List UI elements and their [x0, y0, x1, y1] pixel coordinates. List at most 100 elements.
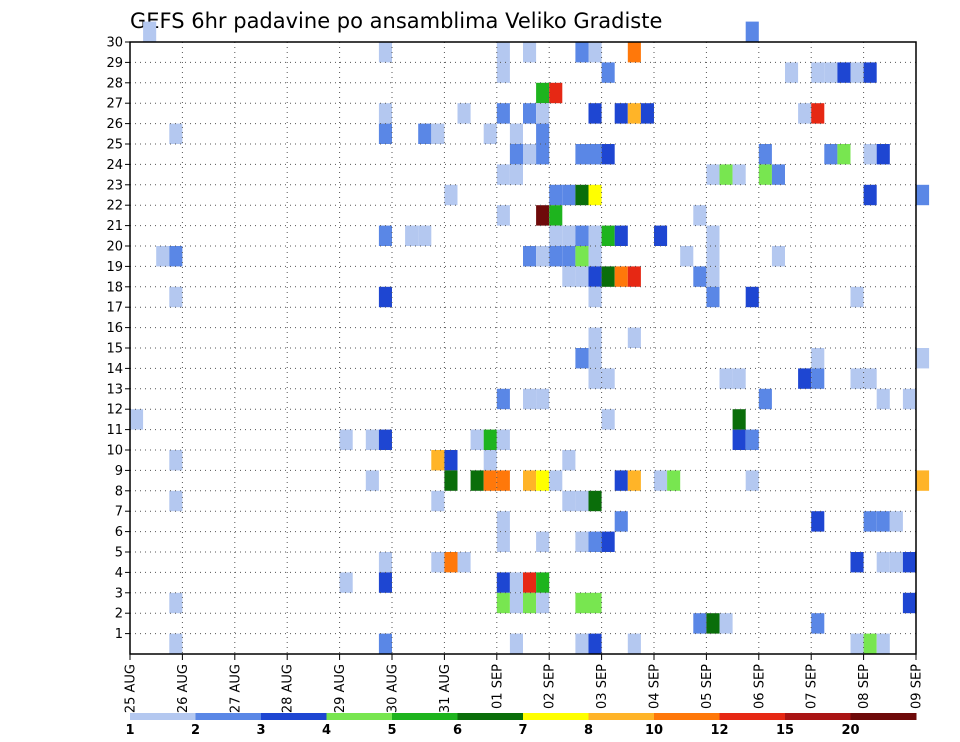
heatmap-cell [523, 592, 537, 614]
heatmap-cell [706, 246, 720, 267]
heatmap-cell [575, 225, 589, 246]
heatmap-cell [706, 225, 720, 246]
heatmap-cell [588, 327, 602, 348]
heatmap-cell [588, 184, 602, 206]
heatmap-cell [811, 62, 825, 83]
heatmap-cell [536, 246, 550, 267]
heatmap-cell [863, 368, 877, 389]
heatmap-cell [378, 123, 392, 144]
heatmap-cell [562, 246, 576, 267]
heatmap-cell [169, 490, 183, 512]
x-tick-label: 03 SEP [595, 664, 610, 709]
heatmap-cell [575, 531, 589, 552]
heatmap-cell [693, 266, 707, 287]
heatmap-cell [876, 388, 890, 410]
heatmap-cell [575, 592, 589, 614]
heatmap-cell [876, 511, 890, 532]
heatmap-cell [811, 613, 825, 634]
heatmap-cell [902, 552, 916, 573]
heatmap-cell [614, 511, 628, 532]
y-tick-label: 7 [115, 505, 123, 520]
heatmap-cell [601, 531, 615, 552]
x-tick-label: 27 AUG [228, 664, 243, 713]
heatmap-cell [811, 103, 825, 124]
heatmap-cell [588, 42, 602, 63]
heatmap-cell [562, 225, 576, 246]
heatmap-cell [536, 103, 550, 124]
heatmap-cell [758, 388, 772, 410]
heatmap-cell [457, 552, 471, 573]
heatmap-cell [444, 552, 458, 573]
heatmap-cell [496, 164, 510, 185]
y-tick-label: 21 [106, 219, 123, 234]
heatmap-cell [916, 348, 930, 369]
heatmap-cell [837, 144, 851, 165]
heatmap-cell [627, 470, 641, 491]
colorbar-label: 2 [191, 723, 200, 738]
heatmap-cell [509, 633, 523, 654]
colorbar-swatch [654, 713, 720, 720]
y-tick-label: 11 [106, 423, 123, 438]
heatmap-cell [509, 164, 523, 185]
heatmap-cell [916, 184, 930, 206]
heatmap-cell [706, 164, 720, 185]
colorbar-label: 4 [322, 723, 331, 738]
heatmap-cell [496, 388, 510, 410]
heatmap-cell [536, 205, 550, 226]
heatmap-cell [169, 450, 183, 471]
x-tick-label: 26 AUG [176, 664, 191, 713]
heatmap-cell [876, 552, 890, 573]
heatmap-cell [575, 633, 589, 654]
heatmap-cell [824, 144, 838, 165]
heatmap-cell [156, 246, 170, 267]
x-tick-label: 31 AUG [438, 664, 453, 713]
heatmap-cell [378, 286, 392, 308]
heatmap-cell [654, 225, 668, 246]
heatmap-cell [378, 225, 392, 246]
heatmap-cell [902, 388, 916, 410]
heatmap-cell [523, 246, 537, 267]
heatmap-cell [837, 62, 851, 83]
colorbar-swatch [523, 713, 589, 720]
heatmap-cell [365, 429, 379, 450]
heatmap-cell [431, 552, 445, 573]
heatmap-cell [523, 470, 537, 491]
y-tick-label: 3 [115, 586, 123, 601]
x-tick-label: 25 AUG [124, 664, 139, 713]
y-tick-label: 30 [106, 36, 123, 51]
heatmap-cell [496, 531, 510, 552]
heatmap-cell [745, 470, 759, 491]
heatmap-cell [496, 511, 510, 532]
heatmap-cell [562, 490, 576, 512]
heatmap-cell [824, 62, 838, 83]
heatmap-cell [523, 572, 537, 593]
heatmap-cell [863, 511, 877, 532]
heatmap-cell [614, 103, 628, 124]
y-tick-label: 22 [106, 199, 123, 214]
heatmap-cell [588, 348, 602, 369]
heatmap-cell [523, 144, 537, 165]
heatmap-cell [614, 470, 628, 491]
heatmap-cell [169, 286, 183, 308]
heatmap-cell [575, 266, 589, 287]
colorbar-swatch [261, 713, 327, 720]
heatmap-cell [496, 470, 510, 491]
heatmap-cell [575, 490, 589, 512]
heatmap-cell [601, 368, 615, 389]
y-tick-label: 14 [106, 362, 123, 377]
colorbar-swatch [719, 713, 786, 720]
heatmap-cell [719, 613, 733, 634]
heatmap-cell [536, 388, 550, 410]
heatmap-cell [614, 266, 628, 287]
x-tick-label: 30 AUG [386, 664, 401, 713]
y-tick-label: 28 [106, 76, 123, 91]
heatmap-cell [588, 490, 602, 512]
heatmap-cell [588, 286, 602, 308]
y-tick-label: 8 [115, 484, 123, 499]
heatmap-cell [378, 42, 392, 63]
heatmap-cell [771, 164, 785, 185]
heatmap-cell [169, 633, 183, 654]
heatmap-cell [496, 103, 510, 124]
heatmap-cell [863, 633, 877, 654]
heatmap-cell [470, 470, 484, 491]
